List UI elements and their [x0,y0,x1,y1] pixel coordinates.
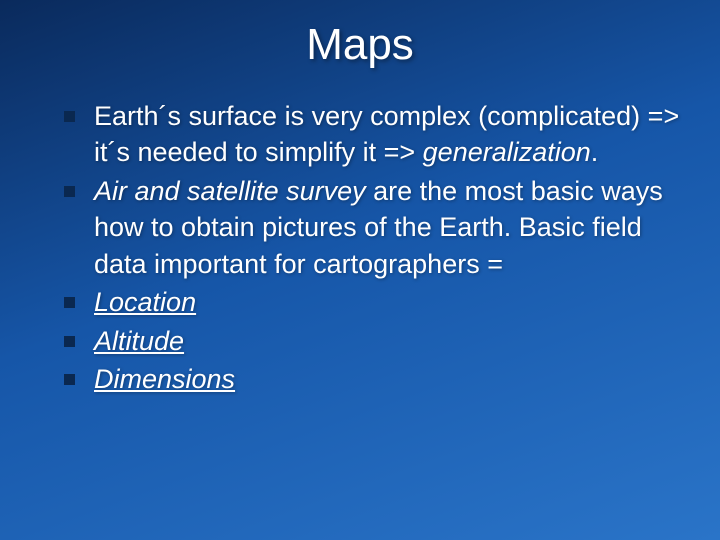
bullet-item: Altitude [64,323,680,359]
bullet-list: Earth´s surface is very complex (complic… [40,98,680,398]
bullet-text-underline: Location [94,287,196,317]
bullet-text-italic: Air and satellite survey [94,176,366,206]
bullet-text-underline: Dimensions [94,364,235,394]
bullet-item: Air and satellite survey are the most ba… [64,173,680,282]
bullet-item: Location [64,284,680,320]
slide: Maps Earth´s surface is very complex (co… [0,0,720,540]
bullet-text-underline: Altitude [94,326,184,356]
slide-title: Maps [40,20,680,70]
bullet-item: Dimensions [64,361,680,397]
bullet-text: . [591,137,599,167]
bullet-item: Earth´s surface is very complex (complic… [64,98,680,171]
bullet-text-italic: generalization [423,137,591,167]
